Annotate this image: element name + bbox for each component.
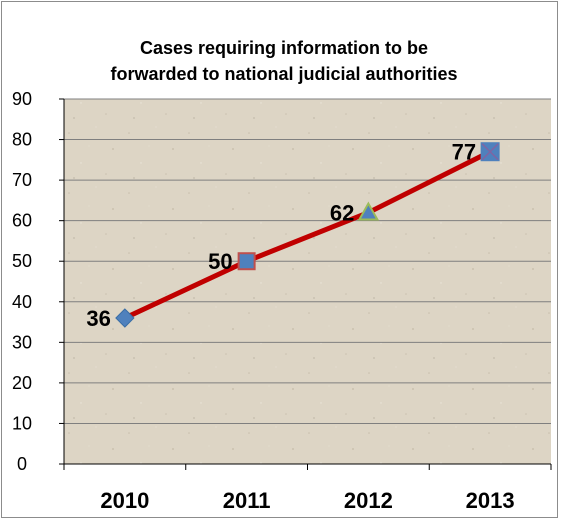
series-line-path xyxy=(122,149,493,321)
y-tick-label: 90 xyxy=(12,89,32,109)
data-labels: 36 50 62 77 xyxy=(86,140,476,331)
y-axis: 0 10 20 30 40 50 60 70 80 90 xyxy=(12,89,65,474)
x-tick-label: 2011 xyxy=(223,488,271,513)
chart-title-line-2: forwarded to national judicial authoriti… xyxy=(110,64,457,84)
data-label: 77 xyxy=(452,140,476,165)
data-point-diamond xyxy=(115,308,135,328)
series-markers xyxy=(115,142,500,328)
plot-area xyxy=(64,99,551,464)
y-tick-label: 70 xyxy=(12,170,32,190)
y-tick-label: 10 xyxy=(12,413,32,433)
data-label: 36 xyxy=(86,306,110,331)
y-tick-label: 40 xyxy=(12,292,32,312)
y-tick-label: 50 xyxy=(12,251,32,271)
chart-title-line-1: Cases requiring information to be xyxy=(140,38,428,58)
data-point-x-mark xyxy=(481,143,499,161)
data-label: 50 xyxy=(208,249,232,274)
series-line xyxy=(122,149,493,321)
y-tick-label: 0 xyxy=(17,454,27,474)
gridlines xyxy=(64,98,551,424)
x-tick-label: 2010 xyxy=(100,488,149,513)
data-label: 62 xyxy=(330,201,354,226)
y-tick-label: 60 xyxy=(12,211,32,231)
x-axis: 2010 2011 2012 2013 xyxy=(63,463,552,513)
data-point-square xyxy=(237,252,256,271)
y-tick-label: 20 xyxy=(12,373,32,393)
x-tick-label: 2013 xyxy=(466,488,515,513)
y-tick-label: 80 xyxy=(12,130,32,150)
x-tick-label: 2012 xyxy=(344,488,393,513)
data-point-triangle xyxy=(357,201,380,221)
y-tick-label: 30 xyxy=(12,332,32,352)
